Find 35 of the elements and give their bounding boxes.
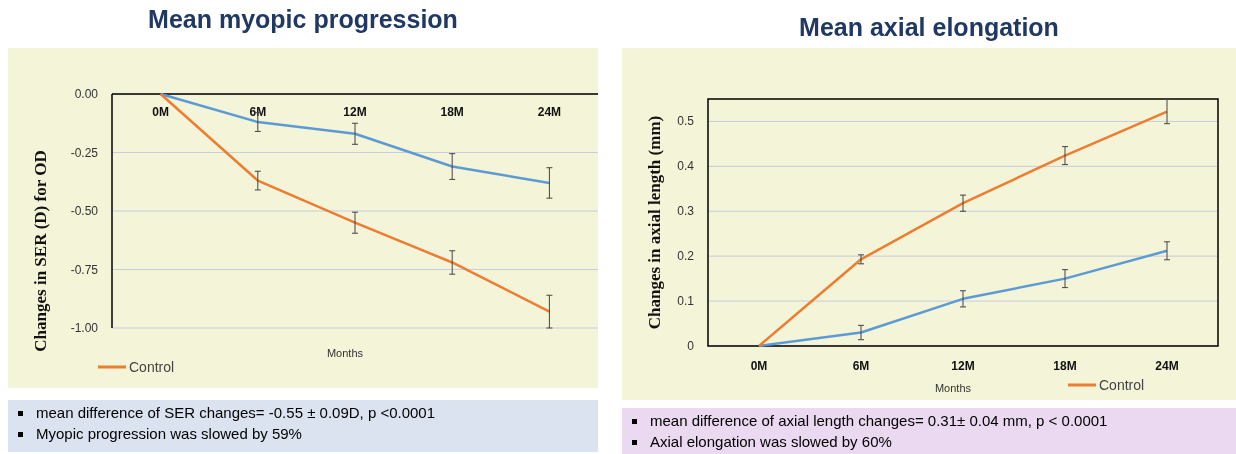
x-axis-title: Months — [934, 382, 972, 394]
y-tick-label: 0.00 — [74, 87, 99, 101]
y-axis-title: Changes in axial length (mm) — [645, 115, 664, 330]
y-axis-title: Changes in SER (D) for OD — [31, 150, 50, 352]
x-axis-title: Months — [326, 347, 364, 359]
y-tick-label: 0.5 — [677, 114, 695, 129]
y-tick-label: 0.1 — [677, 294, 695, 309]
y-tick-label: 0 — [687, 339, 695, 353]
x-tick-label: 12M — [343, 105, 367, 119]
line-series — [757, 110, 1169, 348]
x-tick-label: 24M — [1155, 359, 1179, 373]
x-tick-label: 18M — [440, 105, 464, 119]
x-tick-label: 24M — [537, 105, 562, 119]
text: mean difference of SER changes= -0.55 ± 0.09D, p <0.0001 — [36, 404, 436, 421]
y-tick-label: -0.75 — [70, 262, 99, 277]
y-tick-label: -1.00 — [70, 321, 99, 335]
legend-label: Control — [1099, 377, 1145, 393]
text: Myopic progression was slowed by 59% — [36, 425, 302, 442]
line-series — [757, 249, 1169, 348]
y-tick-label: -0.50 — [70, 204, 99, 218]
y-tick-label: -0.25 — [70, 145, 99, 160]
chart-title: Mean myopic progression — [148, 5, 458, 33]
legend-label: Control — [129, 359, 175, 375]
text: mean difference of axial length changes= 0.31± 0.04 mm, p < 0.0001 — [650, 412, 1108, 429]
y-tick-label: 0.2 — [677, 249, 695, 264]
y-tick-label: 0.3 — [677, 204, 695, 219]
x-tick-label: 12M — [951, 359, 975, 373]
x-tick-label: 0M — [152, 105, 169, 119]
x-tick-label: 6M — [852, 359, 870, 373]
text: Axial elongation was slowed by 60% — [650, 433, 892, 450]
x-tick-label: 18M — [1053, 359, 1077, 373]
y-tick-label: 0.4 — [677, 159, 695, 174]
x-tick-label: 6M — [249, 105, 267, 119]
chart-title: Mean axial elongation — [799, 13, 1059, 41]
x-tick-label: 0M — [750, 359, 768, 373]
